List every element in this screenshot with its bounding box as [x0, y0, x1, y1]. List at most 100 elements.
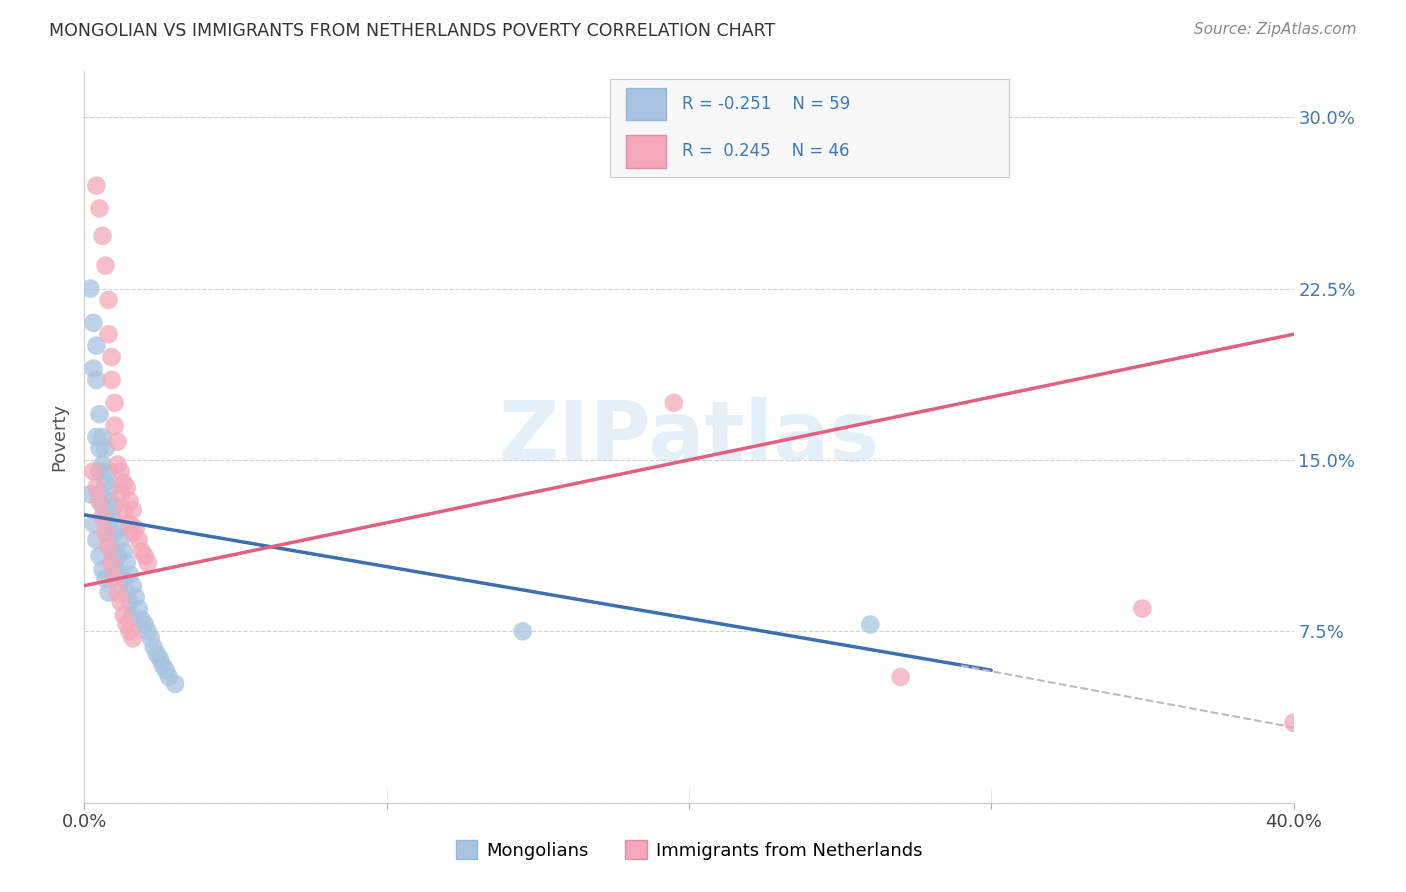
Y-axis label: Poverty: Poverty — [51, 403, 69, 471]
Point — [110, 464, 132, 478]
Point — [1282, 715, 1305, 730]
Point — [134, 549, 156, 563]
Point — [890, 670, 912, 684]
Point — [79, 281, 101, 295]
Point — [86, 373, 108, 387]
Point — [107, 434, 129, 449]
Point — [121, 526, 143, 541]
Point — [86, 430, 108, 444]
Point — [94, 259, 117, 273]
Point — [112, 503, 135, 517]
Point — [662, 396, 685, 410]
Point — [97, 585, 120, 599]
Point — [82, 361, 104, 376]
Point — [89, 407, 111, 421]
Point — [89, 442, 111, 456]
Point — [128, 601, 150, 615]
Text: MONGOLIAN VS IMMIGRANTS FROM NETHERLANDS POVERTY CORRELATION CHART: MONGOLIAN VS IMMIGRANTS FROM NETHERLANDS… — [49, 22, 776, 40]
Point — [107, 585, 129, 599]
Point — [142, 640, 165, 655]
Point — [512, 624, 534, 639]
Point — [131, 613, 153, 627]
Point — [100, 480, 122, 494]
Point — [97, 293, 120, 307]
Point — [97, 494, 120, 508]
Point — [100, 510, 122, 524]
Point — [89, 464, 111, 478]
Point — [121, 579, 143, 593]
Point — [134, 617, 156, 632]
Point — [94, 572, 117, 586]
Point — [155, 663, 177, 677]
Point — [118, 595, 141, 609]
Point — [107, 458, 129, 472]
Point — [86, 533, 108, 547]
Point — [118, 567, 141, 582]
Point — [136, 556, 159, 570]
Point — [121, 632, 143, 646]
Point — [107, 521, 129, 535]
Point — [121, 608, 143, 623]
Point — [94, 442, 117, 456]
Point — [118, 494, 141, 508]
Point — [112, 572, 135, 586]
Point — [97, 540, 120, 554]
Point — [1130, 601, 1153, 615]
Point — [104, 526, 127, 541]
Point — [110, 533, 132, 547]
Point — [94, 510, 117, 524]
Point — [79, 487, 101, 501]
Point — [91, 458, 114, 472]
Point — [112, 608, 135, 623]
Point — [115, 556, 138, 570]
Point — [104, 499, 127, 513]
Point — [82, 516, 104, 531]
Point — [125, 590, 148, 604]
Legend: Mongolians, Immigrants from Netherlands: Mongolians, Immigrants from Netherlands — [449, 833, 929, 867]
Point — [97, 526, 120, 541]
Point — [104, 396, 127, 410]
Point — [110, 487, 132, 501]
Point — [94, 475, 117, 490]
Point — [125, 521, 148, 535]
Point — [131, 544, 153, 558]
Point — [139, 632, 162, 646]
Point — [91, 229, 114, 244]
Point — [97, 327, 120, 342]
Point — [107, 549, 129, 563]
Text: ZIPatlas: ZIPatlas — [499, 397, 879, 477]
Point — [100, 556, 122, 570]
Point — [118, 624, 141, 639]
Point — [149, 652, 172, 666]
Point — [100, 544, 122, 558]
Point — [100, 350, 122, 364]
Point — [91, 430, 114, 444]
Point — [104, 418, 127, 433]
Point — [146, 647, 169, 661]
Point — [91, 510, 114, 524]
Point — [82, 316, 104, 330]
Point — [97, 464, 120, 478]
Point — [157, 670, 180, 684]
Point — [86, 178, 108, 193]
Point — [104, 556, 127, 570]
Point — [86, 480, 108, 494]
Point — [115, 617, 138, 632]
Point — [86, 338, 108, 352]
Point — [112, 544, 135, 558]
Point — [89, 549, 111, 563]
Point — [89, 487, 111, 501]
Point — [100, 373, 122, 387]
Point — [115, 480, 138, 494]
Point — [94, 526, 117, 541]
Text: Source: ZipAtlas.com: Source: ZipAtlas.com — [1194, 22, 1357, 37]
Point — [82, 464, 104, 478]
Point — [121, 503, 143, 517]
Point — [110, 595, 132, 609]
Point — [136, 624, 159, 639]
Point — [91, 563, 114, 577]
Point — [110, 567, 132, 582]
Point — [112, 475, 135, 490]
Point — [115, 585, 138, 599]
Point — [165, 677, 187, 691]
